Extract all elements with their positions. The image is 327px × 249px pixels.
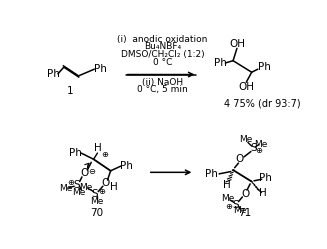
Text: Ph: Ph <box>215 58 227 68</box>
Text: Ph: Ph <box>95 64 107 74</box>
Text: (i)  anodic oxidation: (i) anodic oxidation <box>117 35 208 44</box>
Text: Bu₄NBF₄: Bu₄NBF₄ <box>144 42 181 51</box>
Text: ⊕: ⊕ <box>225 202 232 211</box>
Text: Ph: Ph <box>258 62 271 72</box>
Text: H: H <box>94 143 101 153</box>
Text: 71: 71 <box>238 208 251 218</box>
Text: ⊕: ⊕ <box>255 145 262 154</box>
Text: Me: Me <box>233 206 247 215</box>
Text: Me: Me <box>72 188 86 197</box>
Text: Me: Me <box>254 140 268 149</box>
Text: Ph: Ph <box>205 169 218 179</box>
Text: 1: 1 <box>67 86 74 96</box>
Text: S: S <box>250 143 257 153</box>
Text: H: H <box>110 182 118 192</box>
Text: ⊕: ⊕ <box>67 178 74 187</box>
Text: 0 °C, 5 min: 0 °C, 5 min <box>137 85 188 94</box>
Text: DMSO/CH₂Cl₂ (1:2): DMSO/CH₂Cl₂ (1:2) <box>121 50 204 59</box>
Text: Ph: Ph <box>47 69 60 79</box>
Text: (ii) NaOH: (ii) NaOH <box>142 78 183 87</box>
Text: 70: 70 <box>90 208 103 218</box>
Text: Me: Me <box>221 194 234 203</box>
Text: ⊖: ⊖ <box>89 167 95 176</box>
Text: H: H <box>223 180 231 190</box>
Text: O: O <box>101 178 109 188</box>
Text: OH: OH <box>238 82 254 92</box>
Text: ⊕: ⊕ <box>101 150 108 159</box>
Text: Me: Me <box>59 184 72 193</box>
Text: ⊕: ⊕ <box>98 187 105 196</box>
Text: Me: Me <box>79 183 93 192</box>
Text: OH: OH <box>229 39 245 49</box>
Text: S: S <box>232 200 239 210</box>
Text: Me: Me <box>90 197 103 206</box>
Text: Ph: Ph <box>259 174 272 184</box>
Text: O: O <box>80 168 88 178</box>
Text: 4 75% (dr 93:7): 4 75% (dr 93:7) <box>224 98 301 108</box>
Text: Me: Me <box>239 135 252 144</box>
Text: 0 °C: 0 °C <box>153 58 172 67</box>
Text: S: S <box>92 189 98 199</box>
Text: H: H <box>259 188 267 198</box>
Text: Ph: Ph <box>69 148 81 158</box>
Text: Ph: Ph <box>120 161 132 171</box>
Text: O: O <box>241 189 250 199</box>
Text: O: O <box>235 154 243 164</box>
Text: S: S <box>73 180 80 190</box>
